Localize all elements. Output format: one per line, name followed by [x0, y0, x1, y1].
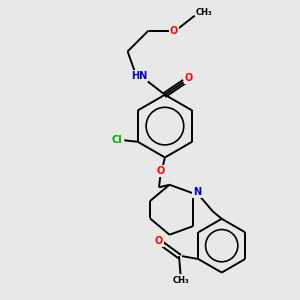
Text: CH₃: CH₃	[172, 276, 189, 285]
Text: O: O	[185, 73, 193, 83]
Text: Cl: Cl	[112, 135, 122, 145]
Text: O: O	[156, 166, 165, 176]
Text: N: N	[193, 187, 201, 197]
Text: O: O	[170, 26, 178, 36]
Text: O: O	[155, 236, 163, 246]
Text: HN: HN	[131, 71, 148, 81]
Text: CH₃: CH₃	[195, 8, 212, 17]
